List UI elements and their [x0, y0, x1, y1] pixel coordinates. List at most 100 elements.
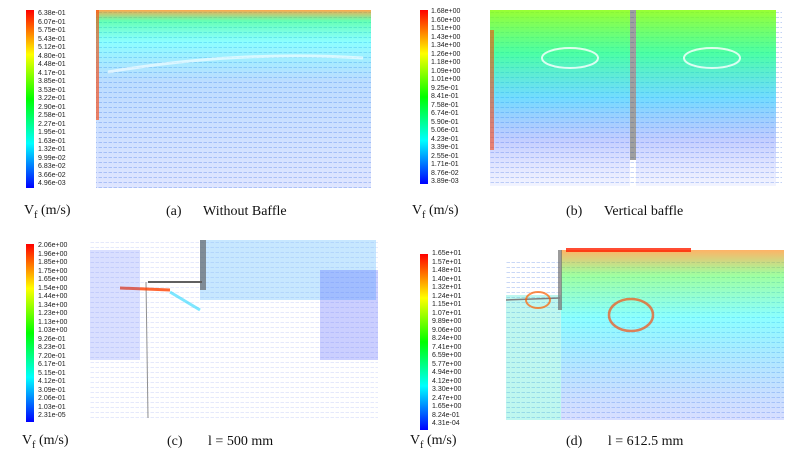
velocity-vector-plot-b	[490, 10, 782, 188]
colorbar-d	[420, 254, 428, 430]
colorbar-ticks-c: 2.06e+00 1.96e+00 1.85e+00 1.75e+00 1.65…	[38, 242, 90, 420]
tick-label: 7.20e-01	[38, 352, 66, 360]
vf-sub: f	[32, 439, 36, 451]
panel-a: 6.38e-01 6.07e-01 5.75e-01 5.43e-01 5.12…	[0, 0, 398, 232]
tick-label: 3.39e-01	[431, 144, 459, 151]
caption-text: Without Baffle	[203, 204, 287, 219]
vf-main: V	[410, 433, 421, 448]
tick-label: 9.99e-02	[38, 154, 66, 162]
tick-label: 1.71e-01	[431, 161, 459, 168]
caption-d: (d) l = 612.5 mm	[566, 434, 683, 450]
caption-text: l = 612.5 mm	[607, 434, 684, 449]
tick-label: 4.94e+00	[432, 369, 462, 376]
tick-label: 8.23e-01	[38, 344, 66, 351]
colorbar-ticks-b: 1.68e+00 1.60e+00 1.51e+00 1.43e+00 1.34…	[431, 8, 483, 186]
tick-label: 9.89e+00	[432, 318, 462, 325]
vf-main: V	[22, 433, 33, 448]
tick-label: 1.65e+00	[432, 403, 462, 410]
vf-unit: (m/s)	[35, 433, 69, 448]
vector-field-b	[490, 10, 782, 186]
caption-letter: (b)	[566, 204, 583, 219]
velocity-vector-plot-c	[90, 240, 380, 422]
panel-b: 1.68e+00 1.60e+00 1.51e+00 1.43e+00 1.34…	[398, 0, 796, 232]
tick-label: 3.85e-01	[38, 78, 66, 85]
colorbar-ticks-a: 6.38e-01 6.07e-01 5.75e-01 5.43e-01 5.12…	[38, 10, 90, 188]
tick-label: 1.57e+01	[432, 258, 462, 266]
caption-a: (a) Without Baffle	[166, 204, 287, 220]
tick-label: 5.06e-01	[431, 127, 459, 134]
tick-label: 1.01e+00	[431, 76, 461, 83]
tick-label: 1.95e-01	[38, 129, 66, 136]
vf-unit: (m/s)	[37, 203, 71, 218]
tick-label: 1.03e+00	[38, 327, 68, 334]
vector-field-d	[506, 248, 784, 420]
tick-label: 1.32e-01	[38, 146, 66, 153]
tick-label: 1.68e+00	[431, 8, 461, 15]
tick-label: 5.77e+00	[432, 360, 462, 368]
vf-unit: (m/s)	[423, 433, 457, 448]
tick-label: 2.58e-01	[38, 112, 66, 119]
tick-label: 4.12e-01	[38, 378, 66, 385]
tick-label: 9.26e-01	[38, 335, 66, 343]
caption-letter: (d)	[566, 434, 583, 449]
tick-label: 4.12e+00	[432, 377, 462, 385]
colorbar-ticks-d: 1.65e+01 1.57e+01 1.48e+01 1.40e+01 1.32…	[432, 250, 484, 428]
vf-sub: f	[422, 209, 426, 221]
tick-label: 5.75e-01	[38, 27, 66, 34]
velocity-vector-plot-d	[506, 240, 786, 422]
tick-label: 1.51e+00	[431, 25, 461, 32]
caption-letter: (a)	[166, 204, 182, 219]
vf-sub: f	[34, 209, 38, 221]
tick-label: 1.43e+00	[431, 33, 461, 41]
tick-label: 1.23e+00	[38, 310, 68, 317]
tick-label: 4.31e-04	[432, 420, 460, 427]
tick-label: 1.34e+00	[38, 301, 68, 309]
tick-label: 4.23e-01	[431, 135, 459, 143]
tick-label: 6.17e-01	[38, 361, 66, 368]
tick-label: 1.48e+01	[432, 267, 462, 274]
tick-label: 1.13e+00	[38, 318, 68, 326]
tick-label: 1.09e+00	[431, 67, 461, 75]
tick-label: 5.15e-01	[38, 369, 66, 377]
tick-label: 4.17e-01	[38, 69, 66, 77]
vf-unit: (m/s)	[425, 203, 459, 218]
tick-label: 1.63e-01	[38, 137, 66, 145]
colorbar-b	[420, 10, 428, 184]
tick-label: 3.22e-01	[38, 95, 66, 102]
tick-label: 6.07e-01	[38, 18, 66, 26]
panel-d: 1.65e+01 1.57e+01 1.48e+01 1.40e+01 1.32…	[398, 232, 796, 464]
tick-label: 2.55e-01	[431, 152, 459, 160]
tick-label: 4.80e-01	[38, 52, 66, 60]
tick-label: 6.59e+00	[432, 352, 462, 359]
caption-text: l = 500 mm	[208, 434, 274, 449]
tick-label: 7.58e-01	[431, 101, 459, 109]
tick-label: 1.15e+01	[432, 301, 462, 308]
tick-label: 1.34e+00	[431, 42, 461, 49]
tick-label: 6.38e-01	[38, 10, 66, 17]
tick-label: 8.41e-01	[431, 93, 459, 100]
tick-label: 1.40e+01	[432, 275, 462, 283]
tick-label: 4.96e-03	[38, 180, 66, 187]
caption-c: (c) l = 500 mm	[167, 434, 273, 450]
caption-b: (b) Vertical baffle	[566, 204, 683, 220]
vf-sub: f	[420, 439, 424, 451]
tick-label: 1.65e+00	[38, 276, 68, 283]
tick-label: 1.26e+00	[431, 50, 461, 58]
caption-letter: (c)	[167, 434, 183, 449]
tick-label: 4.48e-01	[38, 61, 66, 68]
tick-label: 9.06e+00	[432, 326, 462, 334]
colorbar-c	[26, 244, 34, 422]
tick-label: 5.90e-01	[431, 118, 459, 126]
tick-label: 1.24e+01	[432, 292, 462, 300]
tick-label: 7.41e+00	[432, 343, 462, 351]
tick-label: 2.27e-01	[38, 120, 66, 128]
tick-label: 1.96e+00	[38, 250, 68, 258]
tick-label: 8.76e-02	[431, 169, 459, 177]
tick-label: 5.43e-01	[38, 35, 66, 43]
tick-label: 2.06e-01	[38, 395, 66, 402]
tick-label: 9.25e-01	[431, 84, 459, 92]
tick-label: 5.12e-01	[38, 44, 66, 51]
tick-label: 8.24e-01	[432, 411, 460, 419]
tick-label: 1.54e+00	[38, 284, 68, 292]
vf-main: V	[24, 203, 35, 218]
